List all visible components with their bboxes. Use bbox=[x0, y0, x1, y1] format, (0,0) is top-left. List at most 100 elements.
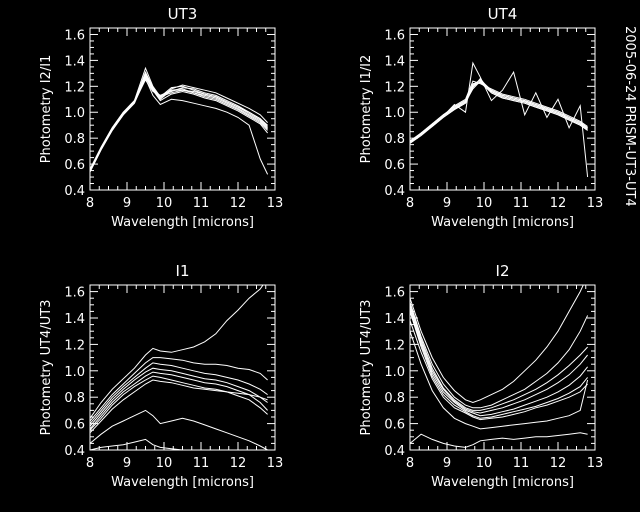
x-tick-label: 8 bbox=[86, 196, 94, 211]
x-tick-label: 9 bbox=[123, 456, 131, 471]
y-tick-label: 0.8 bbox=[64, 132, 85, 147]
chart-panel-2: 8 9 10 11 12 13 0.4 0.6 0.8 1.0 1.2 1.4 1.6 I1 Wavelen… bbox=[39, 262, 283, 490]
series-line-1 bbox=[410, 81, 588, 142]
x-tick-label: 8 bbox=[406, 196, 414, 211]
chart-title: I2 bbox=[496, 262, 510, 280]
plot-frame bbox=[409, 27, 596, 191]
chart-title: UT4 bbox=[488, 5, 518, 23]
series-line-6 bbox=[90, 73, 268, 171]
series-line-4 bbox=[90, 371, 268, 430]
y-tick-label: 1.2 bbox=[384, 80, 405, 95]
plot-frame bbox=[89, 27, 276, 191]
series-group bbox=[410, 285, 589, 448]
x-tick-label: 13 bbox=[587, 196, 604, 211]
series-line-2 bbox=[410, 304, 588, 411]
y-tick-label: 0.6 bbox=[384, 418, 405, 433]
y-tick-label: 1.4 bbox=[384, 54, 405, 69]
x-tick-label: 8 bbox=[406, 456, 414, 471]
y-tick-label: 1.0 bbox=[64, 365, 85, 380]
y-tick-label: 1.2 bbox=[64, 80, 85, 95]
y-tick-label: 1.6 bbox=[384, 286, 405, 301]
x-tick-label: 10 bbox=[476, 196, 493, 211]
series-line-4 bbox=[410, 309, 588, 417]
series-line-6 bbox=[410, 320, 588, 421]
y-tick-label: 1.0 bbox=[384, 365, 405, 380]
x-tick-label: 13 bbox=[587, 456, 604, 471]
x-tick-label: 11 bbox=[513, 196, 530, 211]
series-line-8 bbox=[410, 432, 588, 448]
y-tick-label: 1.6 bbox=[384, 28, 405, 43]
y-tick-label: 1.4 bbox=[64, 54, 85, 69]
series-line-0 bbox=[90, 285, 264, 419]
x-tick-label: 11 bbox=[513, 456, 530, 471]
x-axis-label: Wavelength [microns] bbox=[431, 475, 574, 490]
series-group bbox=[90, 66, 269, 175]
y-tick-label: 1.4 bbox=[384, 312, 405, 327]
series-line-5 bbox=[90, 76, 268, 170]
y-tick-label: 1.4 bbox=[64, 312, 85, 327]
y-tick-label: 0.4 bbox=[64, 184, 85, 199]
x-tick-label: 12 bbox=[230, 456, 247, 471]
x-tick-label: 11 bbox=[193, 456, 210, 471]
x-tick-label: 13 bbox=[267, 456, 284, 471]
y-tick-label: 1.6 bbox=[64, 28, 85, 43]
x-axis-label: Wavelength [microns] bbox=[431, 215, 574, 230]
series-line-3 bbox=[410, 307, 588, 414]
series-line-1 bbox=[90, 66, 268, 170]
series-line-5 bbox=[410, 79, 588, 143]
series-line-7 bbox=[90, 77, 269, 175]
series-line-1 bbox=[410, 302, 589, 409]
x-tick-label: 13 bbox=[267, 196, 284, 211]
x-tick-label: 12 bbox=[550, 196, 567, 211]
series-line-0 bbox=[410, 79, 588, 143]
x-tick-label: 8 bbox=[86, 456, 94, 471]
x-tick-label: 11 bbox=[193, 196, 210, 211]
y-axis-label: Photometry UT4/UT3 bbox=[39, 300, 54, 436]
series-line-7 bbox=[410, 61, 589, 178]
y-tick-label: 1.0 bbox=[384, 106, 405, 121]
chart-title: UT3 bbox=[168, 5, 198, 23]
y-tick-label: 0.4 bbox=[384, 444, 405, 459]
chart-title: I1 bbox=[176, 262, 190, 280]
y-tick-label: 0.4 bbox=[64, 444, 85, 459]
series-line-7 bbox=[410, 331, 589, 430]
y-tick-label: 0.6 bbox=[64, 158, 85, 173]
series-group bbox=[90, 285, 268, 450]
x-tick-label: 10 bbox=[156, 196, 173, 211]
x-tick-label: 9 bbox=[123, 196, 131, 211]
series-line-8 bbox=[90, 438, 187, 450]
chart-panel-3: 8 9 10 11 12 13 0.4 0.6 0.8 1.0 1.2 1.4 1.6 I2 Wavelen… bbox=[359, 262, 603, 490]
series-line-3 bbox=[410, 80, 588, 143]
series-line-7 bbox=[90, 409, 268, 450]
y-axis-label: Photometry I2/I1 bbox=[39, 55, 54, 164]
y-tick-label: 1.6 bbox=[64, 286, 85, 301]
series-line-4 bbox=[410, 80, 588, 142]
series-line-2 bbox=[90, 78, 268, 171]
y-tick-label: 0.6 bbox=[384, 158, 405, 173]
y-tick-label: 0.8 bbox=[64, 391, 85, 406]
y-tick-label: 0.8 bbox=[384, 132, 405, 147]
series-line-6 bbox=[410, 81, 588, 144]
y-tick-label: 1.0 bbox=[64, 106, 85, 121]
side-label: 2005-06-24 PRISM-UT3-UT4 bbox=[622, 26, 637, 207]
x-tick-label: 12 bbox=[550, 456, 567, 471]
series-line-1 bbox=[90, 357, 268, 422]
x-tick-label: 12 bbox=[230, 196, 247, 211]
x-axis-label: Wavelength [microns] bbox=[111, 475, 254, 490]
chart-panel-0: 8 9 10 11 12 13 0.4 0.6 0.8 1.0 1.2 1.4 1.6 UT3 Wavele… bbox=[39, 5, 283, 230]
y-tick-label: 1.2 bbox=[384, 338, 405, 353]
x-tick-label: 9 bbox=[443, 196, 451, 211]
y-tick-label: 0.8 bbox=[384, 391, 405, 406]
series-line-0 bbox=[410, 285, 584, 404]
series-group bbox=[410, 61, 589, 178]
plot-frame bbox=[89, 284, 276, 451]
x-axis-label: Wavelength [microns] bbox=[111, 215, 254, 230]
series-line-5 bbox=[90, 375, 268, 431]
x-tick-label: 10 bbox=[156, 456, 173, 471]
chart-panel-1: 8 9 10 11 12 13 0.4 0.6 0.8 1.0 1.2 1.4 1.6 UT4 Wavele… bbox=[359, 5, 603, 230]
series-line-3 bbox=[90, 367, 268, 427]
series-line-2 bbox=[410, 77, 588, 144]
y-tick-label: 1.2 bbox=[64, 338, 85, 353]
series-line-2 bbox=[90, 362, 268, 424]
